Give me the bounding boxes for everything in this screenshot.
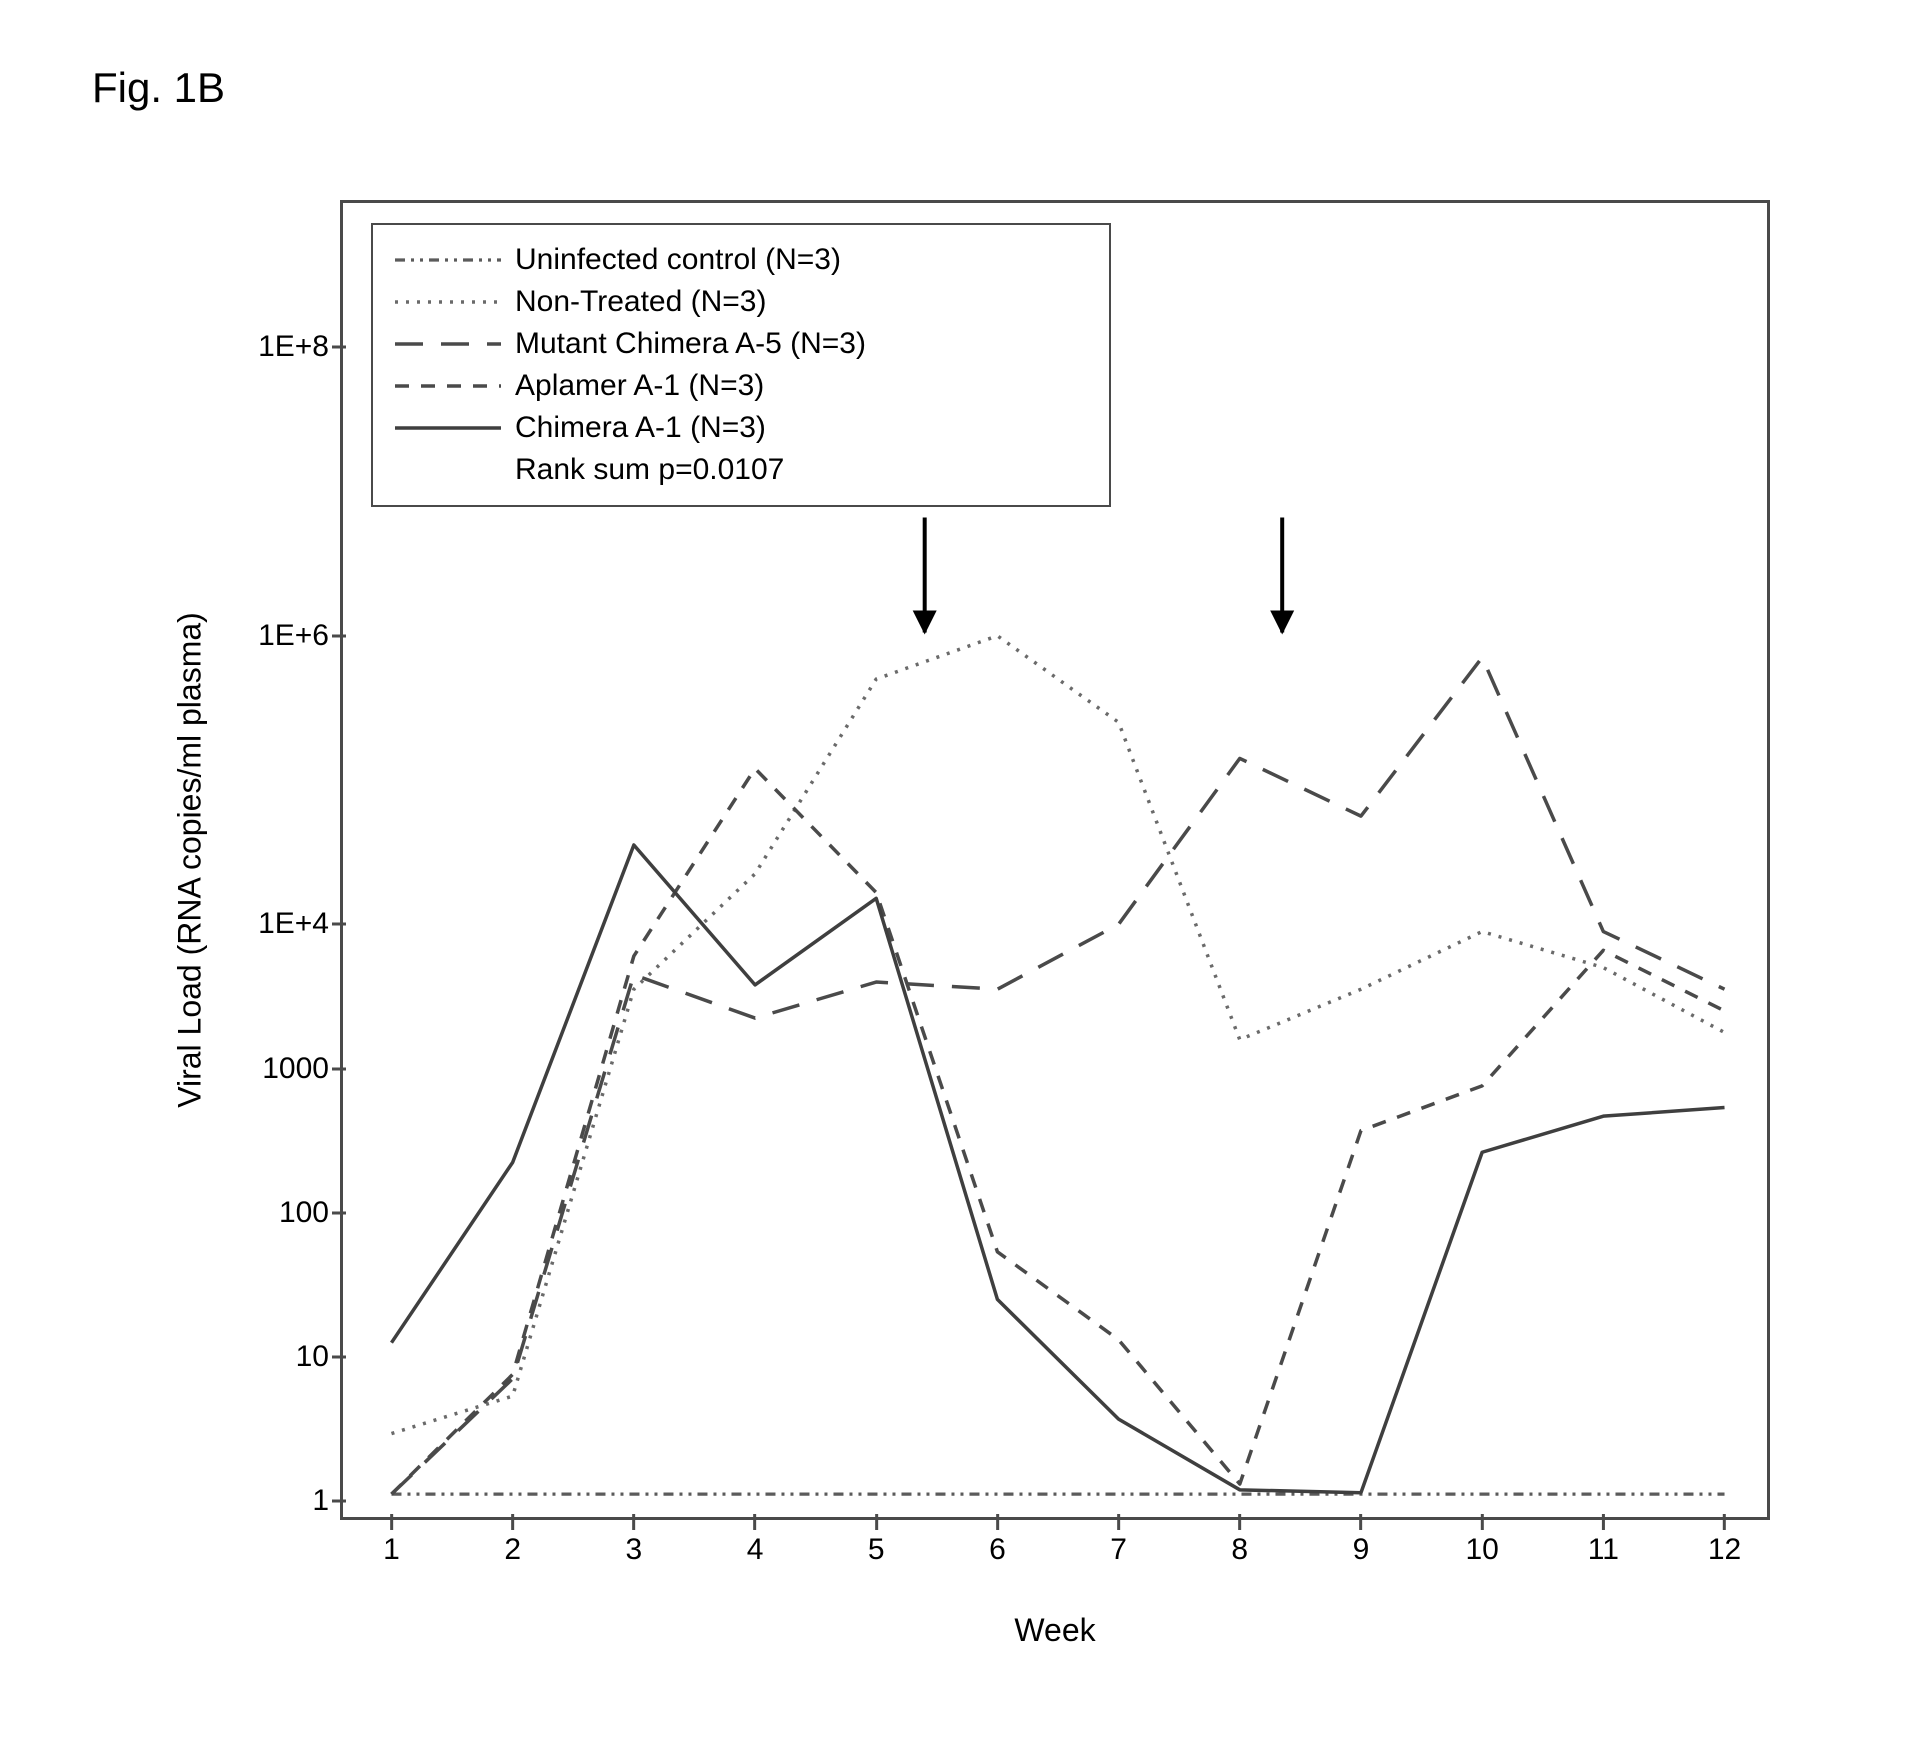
- x-tick: 11: [1588, 1517, 1619, 1567]
- y-tick: 100: [279, 1196, 343, 1230]
- figure-label: Fig. 1B: [92, 64, 225, 112]
- x-tick: 2: [504, 1517, 521, 1567]
- x-tick: 7: [1110, 1517, 1127, 1567]
- y-tick: 1E+4: [258, 907, 343, 941]
- plot-area: Uninfected control (N=3) Non-Treated (N=3…: [340, 200, 1770, 1520]
- legend-footer-spacer: [393, 449, 503, 491]
- legend: Uninfected control (N=3) Non-Treated (N=3…: [371, 223, 1111, 507]
- legend-footer-row: Rank sum p=0.0107: [393, 449, 1089, 491]
- x-tick: 5: [868, 1517, 885, 1567]
- x-tick: 10: [1465, 1517, 1498, 1567]
- legend-row-nontreated: Non-Treated (N=3): [393, 281, 1089, 323]
- legend-swatch: [393, 365, 503, 407]
- x-tick: 9: [1353, 1517, 1370, 1567]
- legend-row-aptamer: Aplamer A-1 (N=3): [393, 365, 1089, 407]
- y-tick: 10: [296, 1340, 343, 1374]
- legend-label: Uninfected control (N=3): [515, 243, 841, 277]
- legend-swatch: [393, 407, 503, 449]
- legend-row-chimera: Chimera A-1 (N=3): [393, 407, 1089, 449]
- legend-label: Mutant Chimera A-5 (N=3): [515, 327, 866, 361]
- legend-swatch: [393, 281, 503, 323]
- x-tick: 1: [383, 1517, 400, 1567]
- series-mutant: [391, 657, 1724, 1494]
- x-tick: 6: [989, 1517, 1006, 1567]
- legend-footer: Rank sum p=0.0107: [515, 453, 784, 487]
- y-tick: 1E+8: [258, 330, 343, 364]
- y-tick: 1: [312, 1484, 343, 1518]
- legend-label: Chimera A-1 (N=3): [515, 411, 766, 445]
- x-tick: 12: [1708, 1517, 1741, 1567]
- x-tick: 3: [626, 1517, 643, 1567]
- legend-label: Non-Treated (N=3): [515, 285, 766, 319]
- x-axis-label: Week: [1014, 1612, 1095, 1649]
- legend-items: Uninfected control (N=3) Non-Treated (N=3…: [393, 239, 1089, 449]
- legend-row-mutant: Mutant Chimera A-5 (N=3): [393, 323, 1089, 365]
- legend-swatch: [393, 239, 503, 281]
- x-tick: 8: [1231, 1517, 1248, 1567]
- legend-swatch: [393, 323, 503, 365]
- series-chimera: [391, 845, 1724, 1493]
- y-tick: 1E+6: [258, 619, 343, 653]
- legend-row-uninfected: Uninfected control (N=3): [393, 239, 1089, 281]
- series-aptamer: [391, 769, 1724, 1495]
- annotation-arrow: [1270, 517, 1294, 634]
- legend-label: Aplamer A-1 (N=3): [515, 369, 764, 403]
- x-tick: 4: [747, 1517, 764, 1567]
- y-axis-label: Viral Load (RNA copies/ml plasma): [172, 612, 209, 1108]
- annotation-arrow: [913, 517, 937, 634]
- y-tick: 1000: [262, 1052, 343, 1086]
